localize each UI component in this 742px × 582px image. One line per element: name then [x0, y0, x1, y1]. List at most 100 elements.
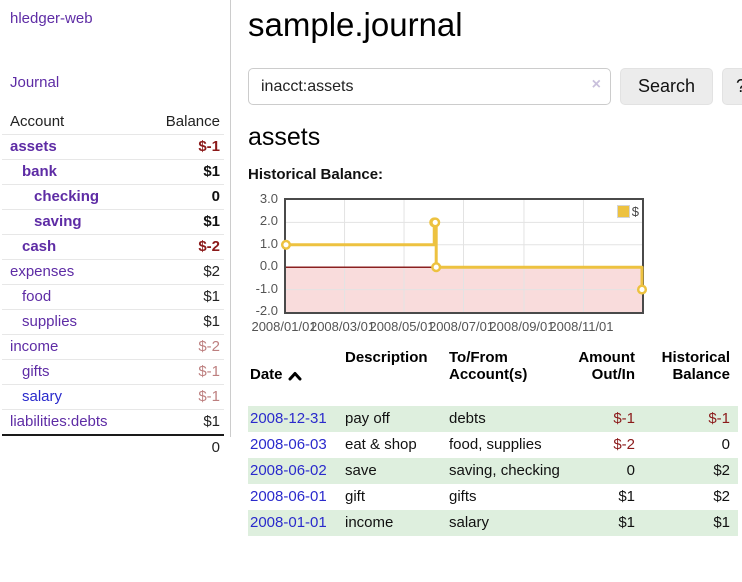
transaction-balance: $2	[643, 458, 738, 484]
account-link[interactable]: expenses	[10, 263, 75, 280]
transaction-date-link[interactable]: 2008-01-01	[250, 514, 327, 531]
accounts-header-balance: Balance	[165, 113, 220, 130]
account-row: gifts $-1	[2, 359, 224, 385]
transaction-amount: 0	[571, 458, 643, 484]
clear-search-icon[interactable]: ×	[591, 76, 601, 93]
account-link[interactable]: checking	[34, 188, 100, 205]
legend-series-label: $	[631, 204, 639, 219]
register-header-date[interactable]: Date	[248, 347, 345, 406]
account-section-title: assets	[248, 123, 321, 151]
brand-link[interactable]: hledger-web	[10, 10, 93, 27]
transaction-amount: $1	[571, 510, 643, 536]
main-content: sample.journal × Search ? assets Histori…	[231, 0, 742, 582]
transaction-balance: $2	[713, 488, 730, 505]
accounts-table: Account Balance assets $-1 bank $1 checking 0…	[2, 110, 224, 460]
transaction-accounts: gifts	[449, 488, 477, 505]
search-button[interactable]: Search	[620, 68, 714, 105]
register-header-balance: Historical Balance	[661, 349, 730, 383]
x-axis-tick-label: 2008/11/01	[549, 319, 614, 334]
transaction-date-link[interactable]: 2008-12-31	[250, 410, 327, 427]
account-row: income $-2	[2, 334, 224, 360]
x-axis-tick-label: 2008/03/01	[309, 319, 376, 334]
sidebar-item-journal[interactable]: Journal	[10, 74, 60, 91]
chart-legend: $	[616, 204, 639, 219]
transaction-description: pay off	[345, 406, 449, 432]
sort-ascending-icon	[288, 371, 302, 380]
account-balance: $1	[140, 309, 224, 335]
search-input[interactable]	[248, 68, 611, 105]
sidebar: hledger-web Journal Account Balance asse…	[0, 0, 231, 460]
transaction-description: eat & shop	[345, 436, 417, 453]
account-row: saving $1	[2, 209, 224, 235]
transaction-date-link[interactable]: 2008-06-01	[250, 488, 327, 505]
y-axis-tick-label: -1.0	[255, 280, 278, 296]
transaction-description: income	[345, 510, 449, 536]
register-row[interactable]: 2008-06-01 gift gifts $1 $2	[248, 484, 738, 510]
y-axis-tick-label: 2.0	[259, 213, 278, 229]
transaction-balance: $-1	[643, 406, 738, 432]
account-row: cash $-2	[2, 234, 224, 260]
account-balance: $1	[140, 284, 224, 310]
account-link[interactable]: food	[22, 288, 52, 305]
register-header-accounts: To/From Account(s)	[449, 349, 528, 383]
x-axis-tick-label: 2008/05/01	[369, 319, 435, 334]
account-link[interactable]: income	[10, 338, 59, 355]
accounts-header-account: Account	[10, 113, 65, 130]
register-row[interactable]: 2008-06-03 eat & shop food, supplies $-2 0	[248, 432, 738, 458]
account-row: liabilities:debts $1	[2, 409, 224, 435]
transaction-accounts: food, supplies	[449, 436, 542, 453]
account-balance: $1	[140, 159, 224, 185]
account-row: assets $-1	[2, 134, 224, 160]
x-axis-tick-label: 2008/09/01	[489, 319, 555, 334]
y-axis-tick-label: 1.0	[259, 235, 278, 251]
help-button[interactable]: ?	[722, 68, 742, 105]
accounts-total-value: 0	[140, 434, 224, 460]
account-link[interactable]: salary	[22, 388, 63, 405]
transaction-accounts: salary	[449, 510, 571, 536]
register-row[interactable]: 2008-06-02 save saving, checking 0 $2	[248, 458, 738, 484]
account-row: expenses $2	[2, 259, 224, 285]
transaction-amount: $1	[618, 488, 635, 505]
transaction-date-link[interactable]: 2008-06-03	[250, 436, 327, 453]
chart-title: Historical Balance:	[248, 166, 384, 183]
x-axis-tick-label: 2008/01/01	[251, 319, 317, 334]
transaction-balance: $1	[643, 510, 738, 536]
accounts-total-row: 0	[2, 434, 224, 460]
y-axis-tick-label: -2.0	[255, 303, 278, 318]
account-link[interactable]: bank	[22, 163, 58, 180]
transaction-amount: $-1	[571, 406, 643, 432]
account-balance: $-1	[140, 359, 224, 385]
chart-plot-area: $	[280, 198, 648, 314]
account-link[interactable]: supplies	[22, 313, 78, 330]
account-row: supplies $1	[2, 309, 224, 335]
register-row[interactable]: 2008-12-31 pay off debts $-1 $-1	[248, 406, 738, 432]
account-link[interactable]: liabilities:debts	[10, 413, 108, 430]
transaction-balance: 0	[721, 436, 730, 453]
account-balance: $2	[140, 259, 224, 285]
legend-swatch-icon	[616, 205, 630, 218]
account-row: bank $1	[2, 159, 224, 185]
register-header-description: Description	[345, 349, 428, 366]
account-balance: $-2	[140, 334, 224, 360]
register-table: Date Description To/From Account(s) Amou…	[248, 347, 738, 536]
account-balance: $-1	[140, 384, 224, 410]
transaction-date-link[interactable]: 2008-06-02	[250, 462, 327, 479]
account-row: checking 0	[2, 184, 224, 210]
account-link[interactable]: cash	[22, 238, 57, 255]
account-row: food $1	[2, 284, 224, 310]
account-link[interactable]: gifts	[22, 363, 50, 380]
transaction-description: gift	[345, 488, 366, 505]
historical-balance-chart: 3.0 2.0 1.0 0.0 -1.0 -2.0 $2008/01/01 2008/03/0…	[248, 191, 648, 334]
transaction-description: save	[345, 458, 449, 484]
account-balance: $-2	[140, 234, 224, 260]
account-row: salary $-1	[2, 384, 224, 410]
account-balance: $1	[140, 209, 224, 235]
register-row[interactable]: 2008-01-01 income salary $1 $1	[248, 510, 738, 536]
search-form: × Search ?	[248, 68, 742, 105]
account-balance: 0	[140, 184, 224, 210]
transaction-accounts: saving, checking	[449, 458, 571, 484]
account-link[interactable]: assets	[10, 138, 57, 155]
y-axis-tick-label: 3.0	[259, 191, 278, 206]
account-link[interactable]: saving	[34, 213, 82, 230]
x-axis-tick-label: 2008/07/01	[428, 319, 495, 334]
